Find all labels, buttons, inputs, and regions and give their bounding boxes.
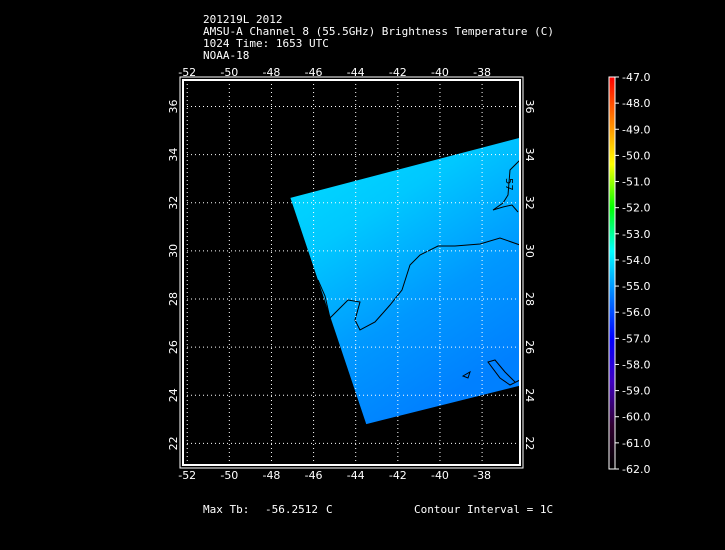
x-tick-label-top: -52 bbox=[178, 66, 196, 79]
y-tick-label-left: 26 bbox=[167, 340, 180, 354]
colorbar bbox=[608, 76, 616, 470]
contour-interval: Contour Interval = 1C bbox=[414, 503, 554, 516]
colorbar-tick-label: -47.0 bbox=[622, 71, 650, 84]
contour-line bbox=[492, 159, 521, 213]
y-tick-label-left: 22 bbox=[167, 436, 180, 450]
y-tick-label-right: 28 bbox=[523, 292, 536, 306]
x-tick-label-bottom: -42 bbox=[389, 469, 407, 482]
colorbar-tick-label: -50.0 bbox=[622, 149, 650, 162]
colorbar-tick-label: -49.0 bbox=[622, 123, 650, 136]
colorbar-tick-label: -51.0 bbox=[622, 176, 650, 189]
title-line-product: AMSU-A Channel 8 (55.5GHz) Brightness Te… bbox=[203, 25, 554, 38]
y-tick-label-right: 34 bbox=[523, 148, 536, 162]
x-tick-label-top: -46 bbox=[305, 66, 323, 79]
y-tick-label-left: 32 bbox=[167, 196, 180, 210]
colorbar-tick-label: -59.0 bbox=[622, 385, 650, 398]
y-tick-label-right: 30 bbox=[523, 244, 536, 258]
max-tb-label: Max Tb: bbox=[203, 503, 250, 516]
colorbar-tick-label: -57.0 bbox=[622, 332, 650, 345]
contour-label: 57 bbox=[503, 178, 514, 191]
y-tick-label-right: 26 bbox=[523, 340, 536, 354]
title-line-time: 1024 Time: 1653 UTC bbox=[203, 37, 329, 50]
colorbar-tick-label: -61.0 bbox=[622, 437, 650, 450]
x-tick-label-bottom: -52 bbox=[178, 469, 196, 482]
x-tick-label-bottom: -48 bbox=[262, 469, 280, 482]
y-tick-label-right: 24 bbox=[523, 388, 536, 402]
max-tb-unit: C bbox=[326, 503, 333, 516]
x-tick-label-bottom: -46 bbox=[305, 469, 323, 482]
colorbar-tick-label: -48.0 bbox=[622, 97, 650, 110]
colorbar-tick-label: -55.0 bbox=[622, 280, 650, 293]
colorbar-tick-label: -52.0 bbox=[622, 202, 650, 215]
x-tick-label-bottom: -40 bbox=[431, 469, 449, 482]
y-tick-label-right: 36 bbox=[523, 99, 536, 113]
x-tick-label-top: -38 bbox=[473, 66, 491, 79]
x-tick-label-top: -44 bbox=[347, 66, 365, 79]
x-tick-label-top: -42 bbox=[389, 66, 407, 79]
contour-line bbox=[461, 359, 521, 386]
plot-frame bbox=[182, 79, 521, 466]
y-tick-label-right: 22 bbox=[523, 436, 536, 450]
title-line-satellite: NOAA-18 bbox=[203, 49, 250, 62]
colorbar-tick-label: -54.0 bbox=[622, 254, 650, 267]
y-tick-label-left: 28 bbox=[167, 292, 180, 306]
y-tick-label-left: 34 bbox=[167, 148, 180, 162]
colorbar-tick-label: -53.0 bbox=[622, 228, 650, 241]
x-tick-label-top: -48 bbox=[262, 66, 280, 79]
x-tick-label-bottom: -38 bbox=[473, 469, 491, 482]
y-tick-label-left: 36 bbox=[167, 99, 180, 113]
colorbar-tick-label: -60.0 bbox=[622, 411, 650, 424]
x-tick-label-bottom: -44 bbox=[347, 469, 365, 482]
x-tick-label-top: -40 bbox=[431, 66, 449, 79]
y-tick-label-right: 32 bbox=[523, 196, 536, 210]
y-tick-label-left: 30 bbox=[167, 244, 180, 258]
contour-line bbox=[317, 237, 521, 331]
colorbar-tick-label: -58.0 bbox=[622, 358, 650, 371]
x-tick-label-top: -50 bbox=[220, 66, 238, 79]
plot-frame-outer bbox=[179, 76, 524, 469]
y-tick-label-left: 24 bbox=[167, 388, 180, 402]
x-tick-label-bottom: -50 bbox=[220, 469, 238, 482]
max-tb-value: -56.2512 bbox=[265, 503, 318, 516]
title-line-storm: 201219L 2012 bbox=[203, 13, 283, 26]
colorbar-tick-label: -56.0 bbox=[622, 306, 650, 319]
colorbar-tick-label: -62.0 bbox=[622, 463, 650, 476]
